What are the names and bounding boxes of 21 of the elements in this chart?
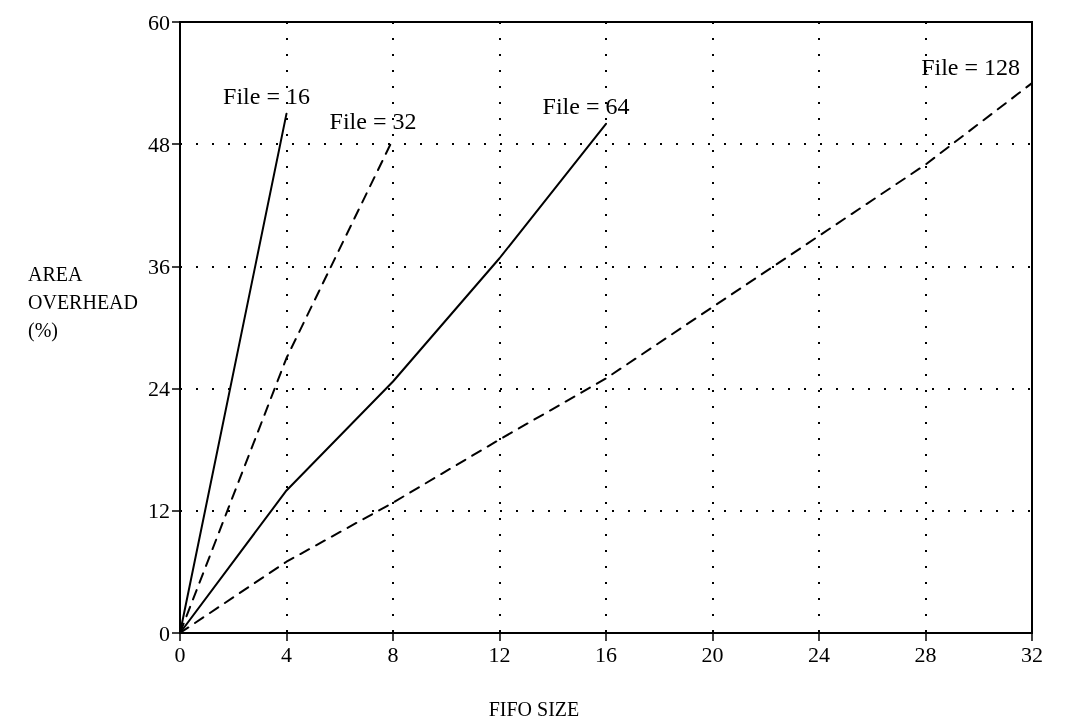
x-tick-label: 32 [1021, 641, 1043, 667]
y-tick-label: 60 [148, 9, 170, 35]
series-label: File = 128 [921, 54, 1020, 81]
x-tick-label: 20 [701, 641, 724, 667]
x-tick-label: 12 [488, 641, 511, 667]
y-axis-title: AREA OVERHEAD (%) [28, 263, 138, 342]
x-tick-label: 16 [595, 641, 617, 667]
y-tick-label: 12 [148, 498, 170, 524]
x-axis-title: FIFO SIZE [488, 698, 580, 720]
y-tick-label: 36 [148, 253, 170, 279]
y-tick-label: 24 [148, 376, 170, 402]
x-tick-label: 24 [808, 641, 830, 667]
x-tick-label: 0 [174, 641, 186, 667]
x-tick-label: 4 [281, 641, 292, 667]
x-tick-label: 28 [914, 641, 937, 667]
series-label: File = 64 [542, 92, 630, 119]
x-tick-label: 8 [387, 641, 399, 667]
series-label: File = 32 [329, 108, 417, 135]
y-tick-label: 0 [159, 620, 170, 646]
y-tick-label: 48 [148, 131, 170, 157]
series-label: File = 16 [223, 82, 310, 109]
